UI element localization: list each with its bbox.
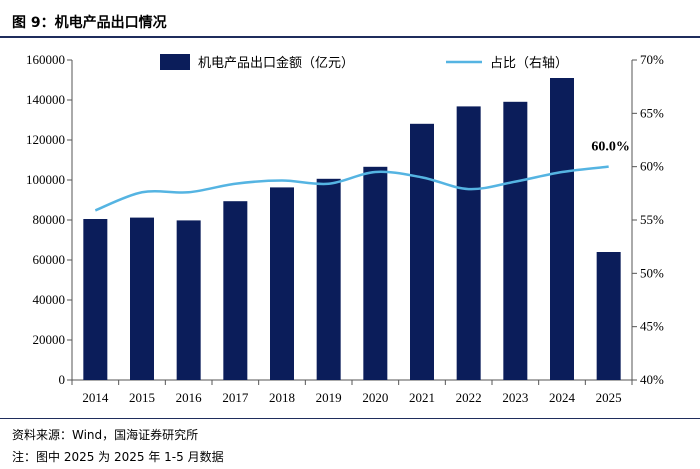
ratio-line: [94, 165, 609, 212]
x-tick-label: 2017: [222, 390, 249, 405]
bar-2017: [223, 201, 248, 380]
bar-2015: [130, 217, 154, 380]
legend-bar-label: 机电产品出口金额（亿元）: [198, 55, 354, 71]
x-tick-label: 2018: [269, 390, 295, 405]
bar-2019: [316, 178, 341, 380]
x-tick-label: 2025: [596, 390, 622, 405]
left-tick-label: 0: [59, 372, 66, 387]
data-label: 60.0%: [591, 140, 630, 155]
left-tick-label: 140000: [26, 92, 65, 107]
source-note: 资料来源：Wind，国海证券研究所: [12, 428, 199, 442]
right-tick-label: 40%: [640, 372, 664, 387]
bar-2022: [456, 106, 481, 381]
right-tick-label: 70%: [640, 52, 664, 67]
bar-2021: [410, 123, 434, 381]
right-tick-label: 50%: [640, 265, 664, 280]
right-tick-label: 45%: [640, 319, 664, 334]
left-tick-label: 20000: [33, 332, 66, 347]
bottom-rule: [0, 418, 700, 419]
bar-2025: [596, 252, 621, 380]
bar-2014: [83, 219, 108, 380]
x-tick-label: 2022: [456, 390, 482, 405]
left-tick-label: 160000: [26, 52, 65, 67]
figure-title: 图 9：机电产品出口情况: [12, 15, 167, 31]
bar-2018: [270, 187, 294, 380]
x-tick-label: 2014: [82, 390, 109, 405]
footnote: 注：图中 2025 为 2025 年 1-5 月数据: [12, 450, 224, 464]
x-tick-label: 2020: [362, 390, 388, 405]
chart: 0 20000 40000 60000 80000 100000 120000 140000 1…: [26, 52, 664, 405]
bar-2016: [176, 220, 201, 380]
right-tick-label: 60%: [640, 159, 664, 174]
x-tick-label: 2021: [409, 390, 435, 405]
x-tick-label: 2024: [549, 390, 576, 405]
right-tick-label: 55%: [640, 212, 664, 227]
left-tick-label: 120000: [26, 132, 65, 147]
left-tick-label: 100000: [26, 172, 65, 187]
right-tick-label: 65%: [640, 105, 664, 120]
x-tick-label: 2015: [129, 390, 155, 405]
bar-2024: [550, 78, 574, 380]
left-tick-label: 80000: [33, 212, 66, 227]
x-tick-label: 2023: [502, 390, 528, 405]
left-tick-label: 40000: [33, 292, 66, 307]
bar-2020: [363, 166, 388, 380]
bar-2023: [503, 101, 528, 381]
top-rule: [0, 36, 700, 38]
legend-line-label: 占比（右轴）: [490, 56, 568, 71]
left-tick-label: 60000: [33, 252, 66, 267]
x-tick-label: 2016: [176, 390, 203, 405]
legend-bar-swatch: [160, 54, 190, 70]
x-tick-label: 2019: [316, 390, 342, 405]
